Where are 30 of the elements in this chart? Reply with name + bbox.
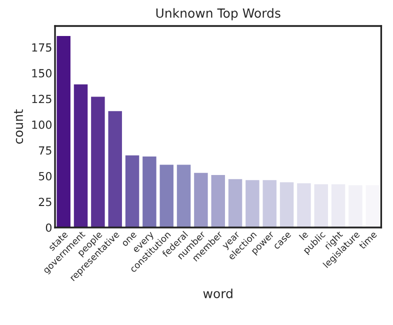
bar xyxy=(56,36,70,228)
bar xyxy=(262,180,276,228)
bar xyxy=(74,84,88,228)
bar xyxy=(108,111,122,228)
bar xyxy=(297,183,311,228)
chart-title: Unknown Top Words xyxy=(156,8,280,20)
y-tick-label: 100 xyxy=(32,120,52,129)
y-tick-label: 175 xyxy=(32,43,52,52)
y-tick-label: 50 xyxy=(38,172,52,180)
y-tick-label: 25 xyxy=(38,198,52,206)
x-axis-title: word xyxy=(203,288,232,298)
y-tick-label: 75 xyxy=(39,146,52,155)
bar xyxy=(211,174,225,228)
bar xyxy=(125,155,140,228)
bar xyxy=(160,164,174,228)
bar xyxy=(246,180,260,228)
bar xyxy=(366,185,380,228)
bar xyxy=(348,185,362,228)
y-tick-label: 125 xyxy=(32,94,52,104)
bar xyxy=(142,156,156,228)
y-axis-title: count xyxy=(14,109,24,144)
bar xyxy=(280,182,294,228)
bar xyxy=(314,184,328,228)
bar xyxy=(228,179,242,228)
bar xyxy=(91,96,105,228)
bar xyxy=(331,184,346,228)
bar xyxy=(176,164,191,228)
y-tick-label: 150 xyxy=(32,69,52,78)
bar xyxy=(194,172,208,228)
y-tick-label: 0 xyxy=(46,223,52,232)
